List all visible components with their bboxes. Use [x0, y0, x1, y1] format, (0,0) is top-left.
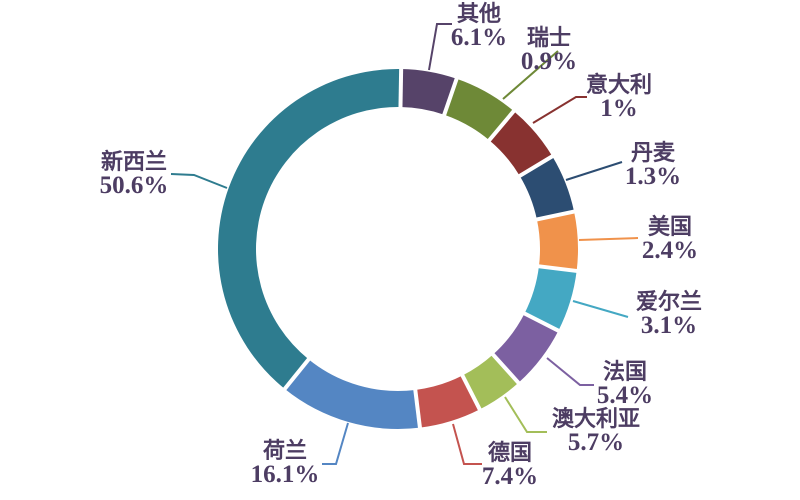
slice-name: 荷兰	[262, 438, 307, 463]
donut-slice-france	[493, 313, 559, 383]
slice-name: 新西兰	[100, 149, 167, 174]
slice-name: 意大利	[585, 72, 653, 97]
slice-pct: 2.4%	[641, 237, 699, 264]
leader-line-germany	[452, 423, 482, 465]
slice-label-ireland: 爱尔兰 3.1%	[636, 290, 702, 339]
slice-label-australia: 澳大利亚 5.7%	[552, 407, 640, 456]
leader-line-usa	[578, 237, 639, 241]
slice-gap	[412, 386, 423, 431]
donut-slice-new-zealand	[217, 68, 402, 389]
leader-line-france	[546, 357, 594, 386]
donut-slice-usa	[536, 211, 579, 271]
slice-pct: 1%	[600, 95, 638, 122]
slice-gap	[441, 75, 460, 119]
leader-line-switzerland	[502, 50, 559, 100]
slice-label-italy: 意大利 1%	[586, 73, 652, 122]
slice-name: 其他	[456, 1, 501, 26]
slice-name: 德国	[487, 440, 532, 465]
slice-gap	[398, 65, 404, 111]
slice-label-switzerland: 瑞士 0.9%	[521, 26, 577, 75]
leader-line-denmark	[565, 161, 623, 181]
leader-line-new-zealand	[170, 173, 228, 189]
slice-label-new-zealand: 新西兰 50.6%	[100, 150, 169, 199]
slice-label-netherlands: 荷兰 16.1%	[251, 439, 320, 488]
donut-slice-switzerland	[444, 78, 514, 141]
slice-name: 瑞士	[526, 25, 571, 50]
donut-slice-italy	[489, 111, 553, 176]
slice-gap	[281, 355, 313, 393]
leader-line-netherlands	[322, 422, 349, 465]
slice-pct: 3.1%	[640, 312, 698, 339]
donut-slice-other	[400, 69, 457, 115]
donut-slice-netherlands	[284, 359, 420, 429]
slice-gap	[533, 208, 578, 223]
donut-slice-ireland	[524, 266, 577, 331]
slice-label-france: 法国 5.4%	[597, 360, 653, 409]
donut-slice-germany	[415, 375, 480, 428]
leader-line-italy	[532, 96, 587, 124]
slice-pct: 50.6%	[99, 172, 169, 199]
slice-pct: 7.4%	[481, 463, 539, 490]
slice-label-other: 其他 6.1%	[451, 2, 507, 51]
slice-pct: 6.1%	[450, 24, 508, 51]
slice-name: 澳大利亚	[551, 406, 641, 431]
slice-gap	[485, 107, 518, 144]
leader-line-ireland	[572, 300, 629, 318]
slice-gap	[459, 371, 483, 413]
slice-pct: 5.7%	[567, 429, 625, 456]
donut-slice-denmark	[519, 156, 575, 220]
slice-pct: 0.9%	[520, 48, 578, 75]
slice-name: 爱尔兰	[635, 289, 703, 314]
leader-line-australia	[504, 396, 547, 433]
leader-line-other	[428, 23, 452, 71]
slice-label-germany: 德国 7.4%	[482, 441, 538, 490]
slice-pct: 5.4%	[596, 382, 654, 409]
slice-gap	[535, 263, 580, 274]
slice-gap	[489, 350, 522, 387]
slice-name: 丹麦	[630, 140, 675, 165]
slice-pct: 16.1%	[250, 461, 320, 488]
slice-label-denmark: 丹麦 1.3%	[625, 141, 681, 190]
slice-label-usa: 美国 2.4%	[642, 215, 698, 264]
slice-pct: 1.3%	[624, 163, 682, 190]
slice-gap	[520, 310, 562, 334]
slice-name: 美国	[647, 214, 692, 239]
slice-name: 法国	[602, 359, 647, 384]
slice-gap	[516, 153, 556, 180]
